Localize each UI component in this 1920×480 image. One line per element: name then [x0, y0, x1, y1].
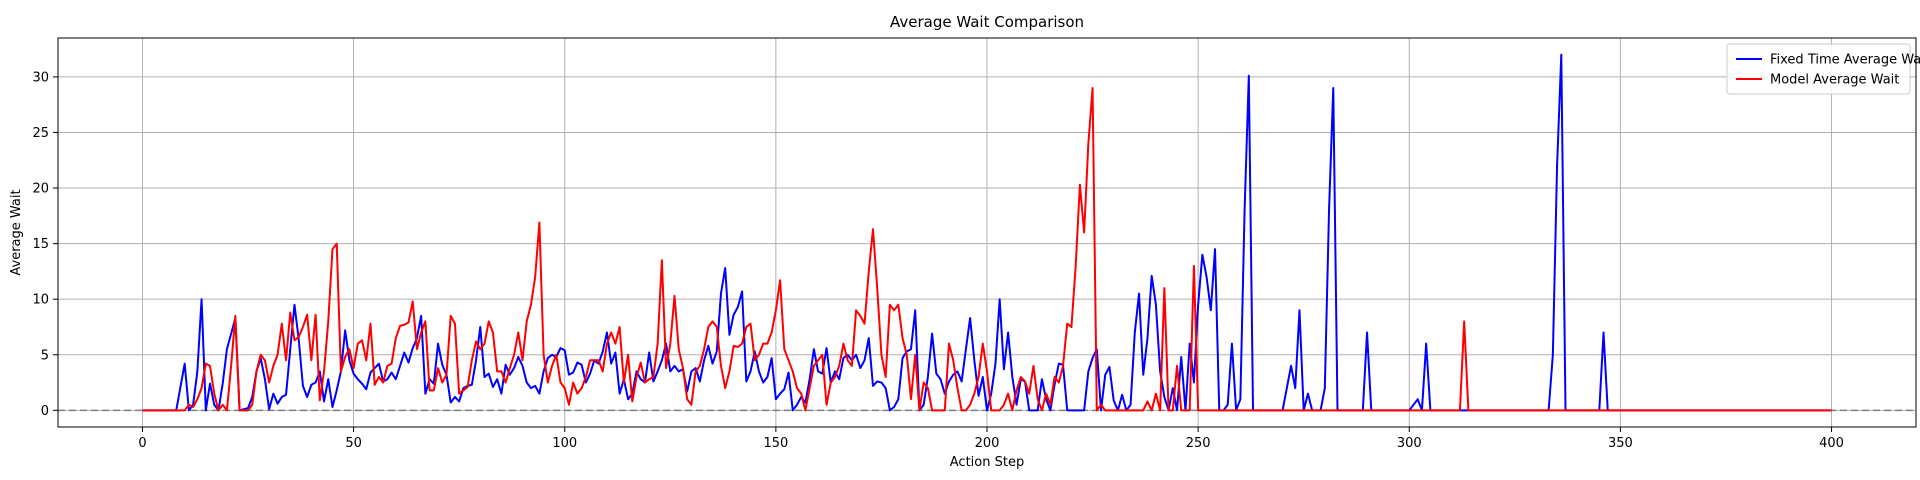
x-axis-ticks: 0 50 100 150 200 250 300 350 400	[138, 427, 1844, 451]
y-tick-label: 25	[32, 126, 49, 141]
x-tick-label: 300	[1397, 436, 1422, 451]
chart-title: Average Wait Comparison	[890, 13, 1084, 31]
x-tick-label: 350	[1608, 436, 1633, 451]
y-tick-label: 20	[32, 182, 49, 197]
x-tick-label: 150	[763, 436, 788, 451]
series-line-2	[142, 87, 1832, 412]
legend-label: Fixed Time Average Wait	[1770, 53, 1920, 68]
y-tick-label: 10	[32, 293, 49, 308]
x-tick-label: 0	[138, 436, 146, 451]
x-tick-label: 400	[1819, 436, 1844, 451]
x-tick-label: 50	[345, 436, 362, 451]
y-tick-label: 15	[32, 237, 49, 252]
grid-lines	[58, 38, 1916, 427]
legend: Fixed Time Average Wait Model Average Wai…	[1726, 43, 1920, 95]
y-axis-label: Average Wait	[9, 189, 24, 275]
x-tick-label: 200	[975, 436, 1000, 451]
legend-label: Model Average Wait	[1770, 73, 1899, 88]
x-axis-label: Action Step	[950, 455, 1024, 470]
y-axis-ticks: 0 5 10 15 20 25 30	[32, 70, 58, 419]
legend-box	[1726, 43, 1911, 95]
y-tick-label: 5	[41, 348, 49, 363]
x-tick-label: 250	[1186, 436, 1211, 451]
y-tick-label: 30	[32, 70, 49, 85]
series-layer	[142, 53, 1832, 412]
y-tick-label: 0	[41, 404, 49, 419]
x-tick-label: 100	[552, 436, 577, 451]
